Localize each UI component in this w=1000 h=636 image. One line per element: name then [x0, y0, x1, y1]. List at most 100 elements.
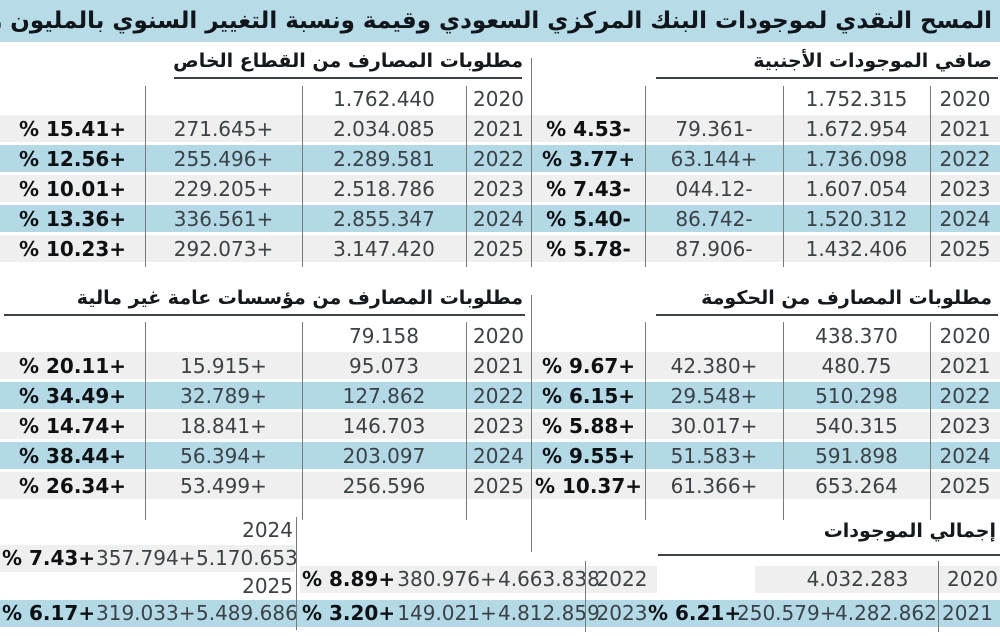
change-value-cell: 319.033+ [96, 601, 196, 625]
pct-change-cell: % 10.01+ [18, 176, 127, 201]
year-cell: 2023 [473, 413, 524, 438]
value-cell: 653.264 [815, 473, 898, 498]
pct-change-cell: % 12.56+ [18, 146, 127, 171]
pct-change-cell: % 3.20+ [302, 601, 396, 625]
change-value-cell: 255.496+ [173, 146, 274, 171]
value-cell: 5.170.653 [196, 546, 298, 570]
total-assets-2025-group: % 6.17+ 319.033+ 5.489.686 [0, 600, 298, 627]
total-assets-2021-group: % 6.21+ 250.579+ 4.282.862 2021 [645, 600, 1000, 627]
year-cell: 2025 [473, 236, 524, 261]
header-underline [4, 314, 525, 316]
table-public-institutions: مطلوبات المصارف من مؤسسات عامة غير مالية… [0, 281, 531, 502]
pct-change-cell: % 6.15+ [541, 383, 636, 408]
table-row: % 15.41+ 271.645+ 2.034.085 2021 [0, 115, 531, 142]
title-bar: المسح النقدي لموجودات البنك المركزي السع… [0, 0, 1000, 42]
change-value-cell: 51.583+ [670, 443, 758, 468]
year-cell: 2023 [473, 176, 524, 201]
value-cell: 4.282.862 [835, 601, 937, 625]
column-divider [645, 322, 646, 520]
pct-change-cell: % 8.89+ [302, 567, 396, 591]
value-cell: 1.607.054 [805, 176, 908, 201]
change-value-cell: 044.12- [675, 176, 753, 201]
year-cell: 2022 [473, 383, 524, 408]
year-cell: 2024 [473, 206, 524, 231]
table-row: % 4.53- 79.361- 1.672.954 2021 [532, 115, 1000, 142]
year-cell: 2022 [939, 383, 991, 408]
table-rows: 1.752.315 2020 % 4.53- 79.361- 1.672.954… [532, 85, 1000, 262]
table-row: % 34.49+ 32.789+ 127.862 2022 [0, 382, 531, 409]
column-divider [783, 322, 784, 520]
year-cell: 2021 [939, 116, 991, 141]
pct-change-cell: % 6.17+ [2, 601, 96, 625]
year-cell: 2020 [473, 86, 524, 111]
value-cell: 1.736.098 [805, 146, 908, 171]
value-cell: 5.489.686 [196, 601, 298, 625]
change-value-cell: 15.915+ [180, 353, 267, 378]
year-cell: 2022 [596, 567, 648, 591]
table-row: % 10.37+ 61.366+ 653.264 2025 [532, 472, 1000, 499]
value-cell: 203.097 [342, 443, 426, 468]
pct-change-cell: % 5.40- [546, 206, 631, 231]
column-divider [930, 322, 931, 520]
value-cell: 2.518.786 [333, 176, 435, 201]
change-value-cell: 292.073+ [173, 236, 274, 261]
table-row: % 6.15+ 29.548+ 510.298 2022 [532, 382, 1000, 409]
value-cell: 591.898 [815, 443, 898, 468]
section-title: مطلوبات المصارف من الحكومة [701, 287, 992, 309]
change-value-cell: 229.205+ [173, 176, 274, 201]
year-cell: 2025 [473, 473, 524, 498]
value-cell: 540.315 [815, 413, 898, 438]
section-title: مطلوبات المصارف من مؤسسات عامة غير مالية [76, 287, 523, 309]
value-cell: 4.812.859 [498, 601, 600, 625]
header-underline [656, 77, 998, 79]
value-cell: 438.370 [815, 323, 898, 348]
table-row: % 5.88+ 30.017+ 540.315 2023 [532, 412, 1000, 439]
year-cell: 2020 [947, 567, 998, 591]
table-row: % 7.43+ 357.794+ 5.170.653 [0, 545, 298, 572]
column-divider [466, 86, 467, 267]
table-row: % 20.11+ 15.915+ 95.073 2021 [0, 352, 531, 379]
table-row: % 9.55+ 51.583+ 591.898 2024 [532, 442, 1000, 469]
table-row: % 14.74+ 18.841+ 146.703 2023 [0, 412, 531, 439]
section-title: إجمالي الموجودات [823, 520, 996, 542]
change-value-cell: 250.579+ [737, 601, 837, 625]
value-cell: 1.432.406 [805, 236, 908, 261]
column-divider [466, 322, 467, 520]
column-divider [302, 322, 303, 520]
table-row: % 8.89+ 380.976+ 4.663.838 2022 [300, 566, 657, 593]
pct-change-cell: % 13.36+ [18, 206, 127, 231]
table-row: % 12.56+ 255.496+ 2.289.581 2022 [0, 145, 531, 172]
change-value-cell: 87.906- [675, 236, 753, 261]
value-cell: 256.596 [342, 473, 426, 498]
table-row: % 13.36+ 336.561+ 2.855.347 2024 [0, 205, 531, 232]
value-cell: 480.75 [821, 353, 892, 378]
pct-change-cell: % 15.41+ [18, 116, 127, 141]
year-cell: 2023 [596, 601, 648, 625]
table-divider [531, 58, 532, 267]
pct-change-cell: % 26.34+ [18, 473, 127, 498]
column-divider [930, 86, 931, 267]
year-cell: 2025 [939, 473, 991, 498]
pct-change-cell: % 10.23+ [18, 236, 127, 261]
value-cell: 1.520.312 [805, 206, 908, 231]
pct-change-cell: % 5.78- [546, 236, 631, 261]
value-cell: 127.862 [342, 383, 426, 408]
table-row: % 5.40- 86.742- 1.520.312 2024 [532, 205, 1000, 232]
column-divider [145, 86, 146, 267]
year-cell: 2023 [939, 413, 991, 438]
table-row: % 9.67+ 42.380+ 480.75 2021 [532, 352, 1000, 379]
pct-change-cell: % 20.11+ [18, 353, 127, 378]
section-title: صافي الموجودات الأجنبية [753, 50, 992, 72]
year-cell: 2020 [939, 86, 991, 111]
change-value-cell: 336.561+ [173, 206, 274, 231]
year-cell: 2025 [242, 574, 293, 598]
pct-change-cell: % 9.55+ [541, 443, 636, 468]
header-underline [174, 77, 522, 79]
change-value-cell: 79.361- [675, 116, 753, 141]
table-row: % 10.01+ 229.205+ 2.518.786 2023 [0, 175, 531, 202]
pct-change-cell: % 4.53- [546, 116, 631, 141]
value-cell: 510.298 [815, 383, 898, 408]
change-value-cell: 86.742- [675, 206, 753, 231]
change-value-cell: 32.789+ [180, 383, 267, 408]
column-divider [938, 561, 939, 632]
